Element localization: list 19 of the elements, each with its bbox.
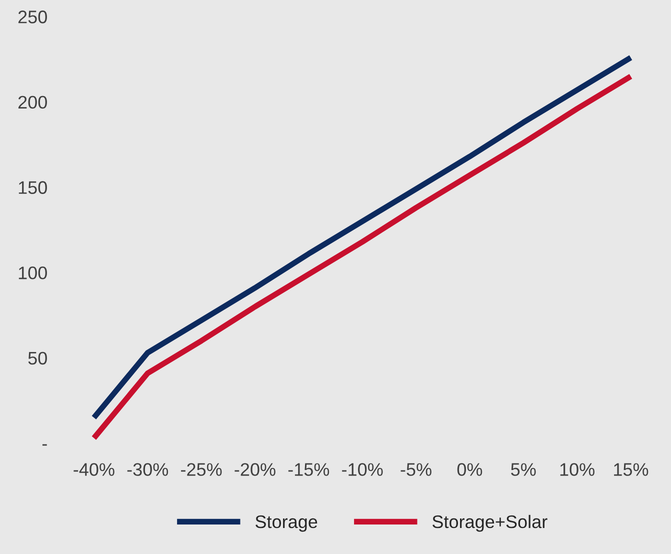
legend-label: Storage+Solar (432, 514, 548, 532)
x-tick-label: -25% (181, 463, 222, 476)
x-tick-label: 5% (511, 463, 536, 476)
x-tick-label: 0% (457, 463, 482, 476)
y-tick-label: 200 (18, 96, 47, 109)
x-tick-label: -5% (400, 463, 432, 476)
x-tick-label: 10% (560, 463, 594, 476)
x-tick-label: -40% (74, 463, 114, 476)
x-tick-label: 15% (614, 463, 648, 476)
x-tick-label: -30% (127, 463, 168, 476)
x-tick-label: -15% (288, 463, 330, 476)
x-tick-label: -20% (234, 463, 276, 476)
legend-label: Storage (256, 515, 318, 532)
x-tick-label: -10% (342, 463, 383, 476)
y-tick-label: 50 (28, 352, 47, 365)
y-tick-label: - (42, 444, 47, 446)
y-tick-label: 250 (18, 10, 47, 24)
y-tick-label: 150 (18, 181, 47, 194)
y-tick-label: 100 (18, 266, 47, 280)
